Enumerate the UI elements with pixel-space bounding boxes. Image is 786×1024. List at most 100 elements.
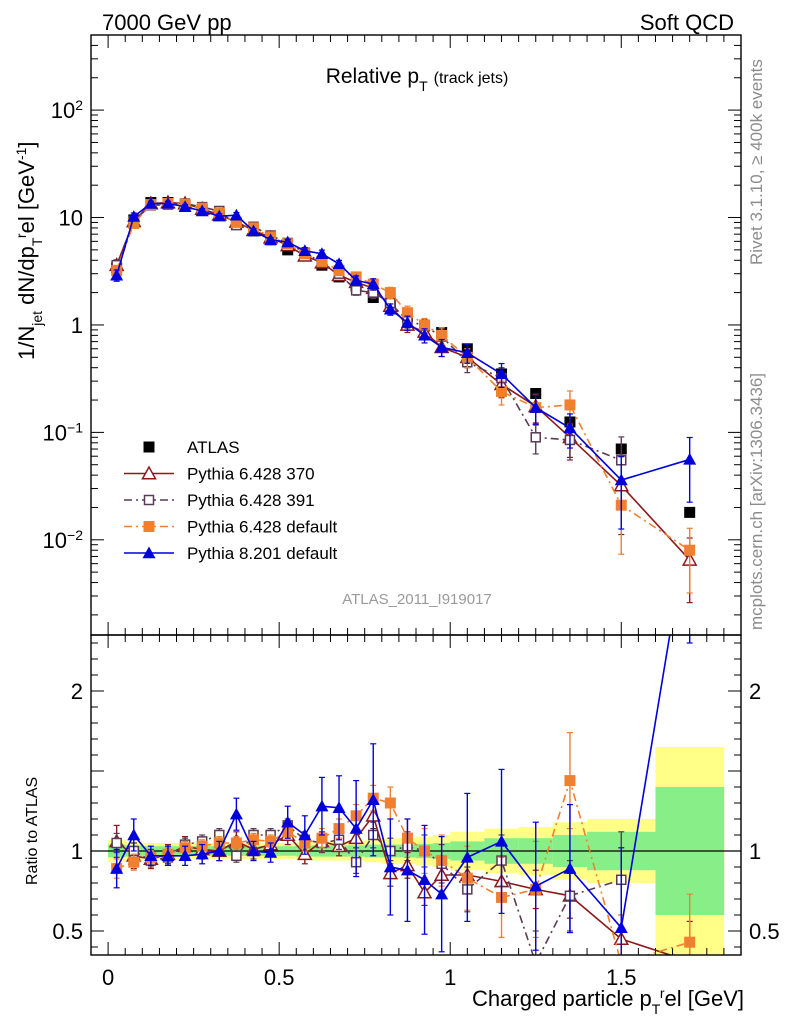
legend-marker bbox=[143, 494, 155, 506]
ratio-point bbox=[264, 846, 278, 858]
header-left: 7000 GeV pp bbox=[102, 10, 232, 35]
data-point bbox=[350, 285, 362, 296]
data-point bbox=[247, 224, 260, 237]
y-tick-label-main: 10−2 bbox=[43, 527, 84, 553]
data-point bbox=[144, 197, 158, 209]
data-point bbox=[530, 432, 541, 443]
y-tick-label-ratio: 0.5 bbox=[52, 919, 83, 944]
main-title: Relative pT (track jets) bbox=[326, 65, 509, 94]
y-tick-label-base: 1 bbox=[71, 313, 83, 338]
analysis-watermark: ATLAS_2011_I919017 bbox=[342, 591, 492, 608]
legend-item: ATLAS bbox=[143, 438, 240, 457]
series-pythia-8-201-default bbox=[110, 197, 697, 530]
ratio-point bbox=[366, 793, 380, 805]
data-point bbox=[127, 210, 141, 222]
data-point bbox=[161, 197, 175, 209]
data-point bbox=[384, 287, 396, 299]
data-point bbox=[230, 216, 242, 228]
y-tick-label-ratio-right: 2 bbox=[749, 679, 761, 704]
ratio-point bbox=[563, 862, 577, 874]
data-point bbox=[496, 386, 508, 398]
ratio-point bbox=[128, 856, 140, 868]
ratio-point bbox=[178, 849, 192, 861]
ratio-point bbox=[212, 844, 226, 857]
ratio-point bbox=[495, 834, 509, 847]
main-plot-background bbox=[91, 35, 741, 635]
data-point bbox=[110, 268, 124, 281]
ratio-series-pythia-8-201-default bbox=[110, 635, 693, 955]
legend-label: Pythia 6.428 370 bbox=[187, 465, 315, 484]
y-tick-label-ratio-right: 1 bbox=[749, 839, 761, 864]
y-tick-label-base: 10 bbox=[51, 98, 75, 123]
data-point bbox=[564, 399, 576, 411]
ratio-point bbox=[614, 921, 628, 933]
data-point bbox=[460, 346, 474, 359]
data-point bbox=[195, 204, 209, 217]
ratio-point bbox=[688, 953, 691, 955]
ratio-point bbox=[110, 862, 124, 874]
legend-item: Pythia 6.428 370 bbox=[124, 465, 315, 484]
ratio-point bbox=[127, 828, 141, 841]
data-point bbox=[614, 473, 628, 486]
ratio-point bbox=[111, 837, 122, 849]
ratio-point bbox=[231, 850, 242, 862]
ratio-point bbox=[529, 879, 543, 892]
y-tick-label-main: 1 bbox=[71, 313, 83, 338]
ratio-point bbox=[248, 834, 259, 846]
data-point bbox=[529, 401, 543, 413]
ratio-plot-area: 0.5 0.5 1 1 2 2 0 0.5 1 1.5 bbox=[52, 634, 780, 990]
ratio-point bbox=[229, 807, 243, 820]
data-point bbox=[684, 544, 696, 556]
ratio-point bbox=[460, 850, 474, 863]
ratio-point bbox=[332, 801, 346, 813]
y-tick-label-base: 10 bbox=[43, 420, 67, 445]
y-tick-label-sup: −1 bbox=[67, 419, 83, 435]
legend-item: Pythia 8.201 default bbox=[124, 544, 338, 563]
ratio-point bbox=[564, 775, 576, 787]
ratio-series-group bbox=[108, 635, 696, 968]
ratio-point bbox=[281, 815, 295, 828]
ratio-plot-frame bbox=[90, 634, 742, 956]
y-tick-label-main: 10 bbox=[59, 206, 83, 231]
data-point bbox=[419, 319, 431, 331]
data-point bbox=[264, 233, 278, 246]
data-point bbox=[212, 209, 226, 222]
x-axis-label: Charged particle pTrel [GeV] bbox=[472, 985, 744, 1017]
main-title-note: (track jets) bbox=[434, 70, 509, 87]
ratio-point bbox=[144, 849, 158, 861]
ratio-point bbox=[230, 837, 242, 849]
x-tick-label: 0 bbox=[102, 965, 114, 990]
legend-label: Pythia 6.428 default bbox=[187, 518, 338, 537]
ratio-point bbox=[384, 797, 396, 809]
data-point bbox=[281, 235, 295, 248]
main-plot-area: Relative pT (track jets) ATLAS_2011_I91901… bbox=[43, 34, 742, 636]
legend-label: ATLAS bbox=[187, 438, 240, 457]
y-tick-label-ratio: 1 bbox=[71, 839, 83, 864]
data-point bbox=[401, 307, 413, 319]
data-point bbox=[316, 255, 328, 267]
ratio-point bbox=[383, 860, 397, 873]
main-title-text: Relative p bbox=[326, 65, 419, 88]
legend-label: Pythia 8.201 default bbox=[187, 544, 338, 563]
ratio-point bbox=[400, 863, 414, 876]
y-axis-label-main: 1/Njet dN/dpTrel [GeV-1] bbox=[13, 141, 45, 360]
ratio-point bbox=[418, 873, 432, 885]
ratio-point bbox=[349, 822, 363, 834]
legend-item: Pythia 6.428 391 bbox=[124, 491, 315, 510]
x-tick-label: 0.5 bbox=[264, 965, 295, 990]
data-point bbox=[495, 367, 509, 380]
legend-marker bbox=[143, 441, 155, 453]
data-point bbox=[683, 452, 697, 465]
legend-marker bbox=[141, 465, 157, 480]
data-point bbox=[436, 329, 448, 341]
ratio-point bbox=[531, 959, 540, 968]
data-point bbox=[298, 244, 312, 257]
legend-marker bbox=[142, 546, 156, 559]
y-tick-label-sup: 2 bbox=[75, 97, 83, 113]
data-point bbox=[684, 506, 696, 518]
header-right: Soft QCD bbox=[640, 10, 734, 35]
ratio-point bbox=[684, 936, 696, 948]
data-point bbox=[128, 217, 140, 229]
y-tick-label-base: 10 bbox=[59, 206, 83, 231]
